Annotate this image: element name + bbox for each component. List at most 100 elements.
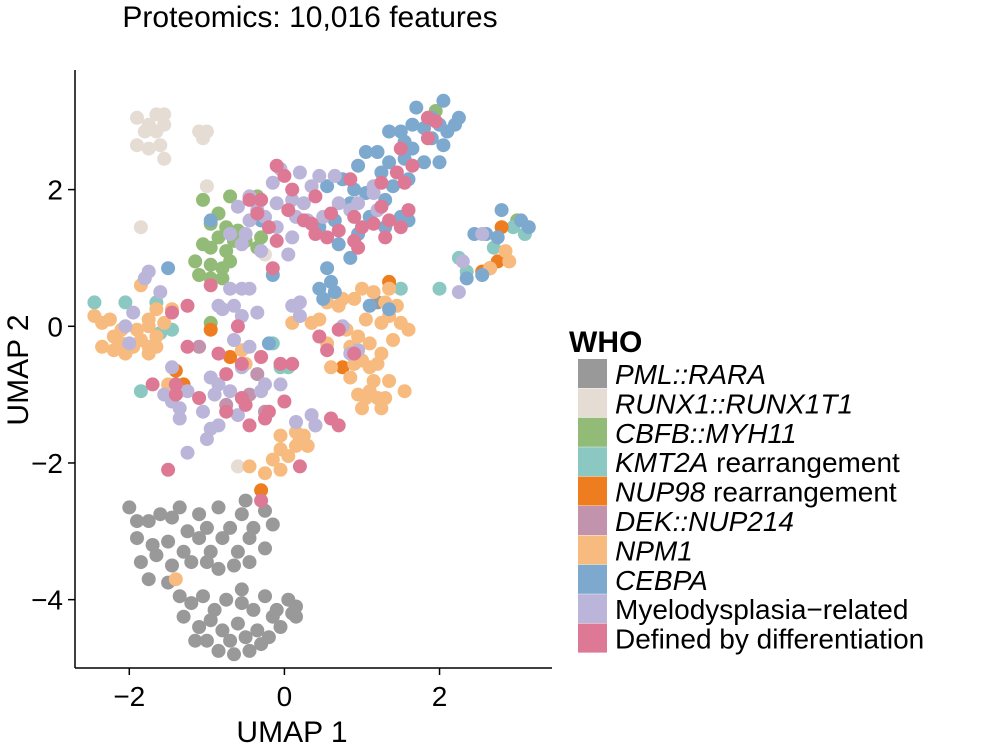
point-myelodysplasia-related xyxy=(351,196,366,211)
point-cebpa xyxy=(320,261,335,276)
legend-swatch-dek-nup214 xyxy=(578,506,607,535)
point-kmt2a-rearrangement xyxy=(432,281,447,296)
point-runx1-runx1t1 xyxy=(157,107,172,122)
point-myelodysplasia-related xyxy=(281,247,296,262)
point-npm1 xyxy=(273,442,288,457)
point-pml-rara xyxy=(199,520,214,535)
point-nup98-rearrangement xyxy=(203,322,218,337)
point-cebpa xyxy=(417,155,431,170)
legend-swatch-runx1-runx1t1 xyxy=(578,388,607,418)
point-pml-rara xyxy=(234,507,249,522)
point-cebpa xyxy=(382,302,397,317)
point-defined-by-differentiation xyxy=(242,418,257,433)
point-cebpa xyxy=(261,336,276,351)
y-tick-label: −4 xyxy=(31,585,63,616)
point-defined-by-differentiation xyxy=(304,216,319,231)
point-pml-rara xyxy=(211,643,226,658)
point-npm1 xyxy=(343,370,358,385)
point-cebpa xyxy=(327,285,342,300)
point-pml-rara xyxy=(230,544,245,559)
point-kmt2a-rearrangement xyxy=(133,384,148,399)
point-myelodysplasia-related xyxy=(312,168,327,183)
point-defined-by-differentiation xyxy=(320,343,335,358)
point-pml-rara xyxy=(242,555,257,570)
point-defined-by-differentiation xyxy=(347,209,362,224)
point-myelodysplasia-related xyxy=(180,445,195,460)
point-defined-by-differentiation xyxy=(238,397,253,412)
point-cebpa xyxy=(405,141,420,156)
point-myelodysplasia-related xyxy=(211,298,226,313)
point-npm1 xyxy=(273,462,288,477)
point-myelodysplasia-related xyxy=(223,281,238,296)
point-npm1 xyxy=(141,346,156,361)
point-defined-by-differentiation xyxy=(254,493,269,508)
legend: WHO PML::RARARUNX1::RUNX1T1CBFB::MYH11KM… xyxy=(569,326,924,655)
point-defined-by-differentiation xyxy=(324,206,338,221)
point-npm1 xyxy=(149,329,164,344)
point-cebpa xyxy=(494,203,509,218)
point-defined-by-differentiation xyxy=(378,230,393,245)
point-pml-rara xyxy=(227,647,241,662)
point-defined-by-differentiation xyxy=(285,182,300,197)
point-myelodysplasia-related xyxy=(258,377,272,392)
point-defined-by-differentiation xyxy=(393,141,408,156)
point-cebpa xyxy=(320,179,335,194)
legend-label-cebpa: CEBPA xyxy=(615,565,708,596)
point-pml-rara xyxy=(211,561,226,576)
point-cebpa xyxy=(451,110,466,125)
point-defined-by-differentiation xyxy=(393,220,408,235)
point-pml-rara xyxy=(141,514,156,529)
point-cebpa xyxy=(382,124,397,139)
point-myelodysplasia-related xyxy=(292,165,307,180)
point-pml-rara xyxy=(161,534,176,549)
point-pml-rara xyxy=(265,517,280,532)
point-npm1 xyxy=(358,312,373,327)
point-kmt2a-rearrangement xyxy=(118,295,133,310)
y-axis-title: UMAP 2 xyxy=(2,314,35,425)
point-pml-rara xyxy=(122,500,137,515)
point-npm1 xyxy=(157,315,172,330)
x-tick-label: 2 xyxy=(432,681,448,712)
legend-swatch-defined-by-differentiation xyxy=(578,623,607,653)
legend-label-myelodysplasia-related: Myelodysplasia−related xyxy=(615,594,908,625)
point-myelodysplasia-related xyxy=(455,254,470,269)
point-cebpa xyxy=(514,213,528,228)
point-myelodysplasia-related xyxy=(265,175,280,190)
point-defined-by-differentiation xyxy=(277,168,292,183)
point-defined-by-differentiation xyxy=(161,462,176,477)
point-npm1 xyxy=(382,374,397,388)
point-pml-rara xyxy=(176,609,191,624)
point-defined-by-differentiation xyxy=(168,377,183,392)
point-cebpa xyxy=(362,298,377,313)
point-myelodysplasia-related xyxy=(451,285,466,300)
point-pml-rara xyxy=(234,582,249,597)
point-npm1 xyxy=(374,315,389,330)
point-pml-rara xyxy=(203,613,218,628)
point-pml-rara xyxy=(234,596,249,611)
legend-label-defined-by-differentiation: Defined by differentiation xyxy=(615,624,924,655)
point-cbfb-myh11 xyxy=(196,192,210,207)
point-cbfb-myh11 xyxy=(254,230,269,245)
point-cebpa xyxy=(409,100,424,115)
point-cebpa xyxy=(490,230,505,245)
point-pml-rara xyxy=(215,531,230,546)
point-myelodysplasia-related xyxy=(250,305,265,320)
point-dek-nup214 xyxy=(250,367,265,382)
point-npm1 xyxy=(351,387,366,402)
point-cebpa xyxy=(370,145,385,159)
point-nup98-rearrangement xyxy=(335,360,350,375)
point-runx1-runx1t1 xyxy=(153,138,168,153)
point-myelodysplasia-related xyxy=(242,281,257,296)
point-defined-by-differentiation xyxy=(397,175,412,190)
point-defined-by-differentiation xyxy=(374,175,389,190)
point-pml-rara xyxy=(199,633,214,648)
point-pml-rara xyxy=(238,493,253,508)
point-pml-rara xyxy=(192,531,207,546)
point-cbfb-myh11 xyxy=(215,271,230,286)
point-defined-by-differentiation xyxy=(269,158,284,173)
point-runx1-runx1t1 xyxy=(199,179,214,194)
point-pml-rara xyxy=(172,500,187,515)
point-pml-rara xyxy=(289,599,303,614)
point-npm1 xyxy=(258,466,272,481)
